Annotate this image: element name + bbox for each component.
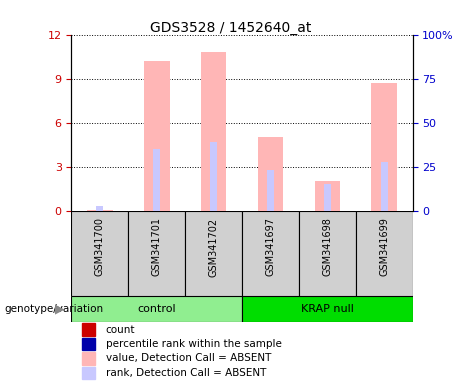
Bar [242,211,299,296]
Bar [154,149,160,211]
Bar [381,162,388,211]
Text: GDS3528 / 1452640_at: GDS3528 / 1452640_at [150,21,311,35]
Bar [242,296,413,323]
Bar [210,142,217,211]
Text: GSM341699: GSM341699 [379,217,389,276]
Text: value, Detection Call = ABSENT: value, Detection Call = ABSENT [106,354,271,364]
Bar [201,52,226,211]
Bar [356,211,413,296]
Text: GSM341702: GSM341702 [208,217,219,276]
Bar [314,181,340,211]
Bar [71,296,242,323]
Text: ▶: ▶ [55,303,65,316]
Bar [372,83,397,211]
Bar [87,210,112,211]
Bar [82,367,95,379]
Text: GSM341700: GSM341700 [95,217,105,276]
Bar [267,170,274,211]
Bar [82,323,95,336]
Text: GSM341701: GSM341701 [152,217,162,276]
Bar [324,184,331,211]
Text: count: count [106,324,135,334]
Bar [71,211,128,296]
Text: GSM341697: GSM341697 [266,217,276,276]
Text: GSM341698: GSM341698 [322,217,332,276]
Bar [82,338,95,351]
Bar [128,211,185,296]
Bar [82,352,95,365]
Bar [258,137,283,211]
Text: KRAP null: KRAP null [301,304,354,314]
Bar [96,205,103,211]
Bar [144,61,170,211]
Bar [299,211,356,296]
Text: rank, Detection Call = ABSENT: rank, Detection Call = ABSENT [106,368,266,378]
Bar [185,211,242,296]
Text: genotype/variation: genotype/variation [5,304,104,314]
Text: control: control [137,304,176,314]
Text: percentile rank within the sample: percentile rank within the sample [106,339,282,349]
